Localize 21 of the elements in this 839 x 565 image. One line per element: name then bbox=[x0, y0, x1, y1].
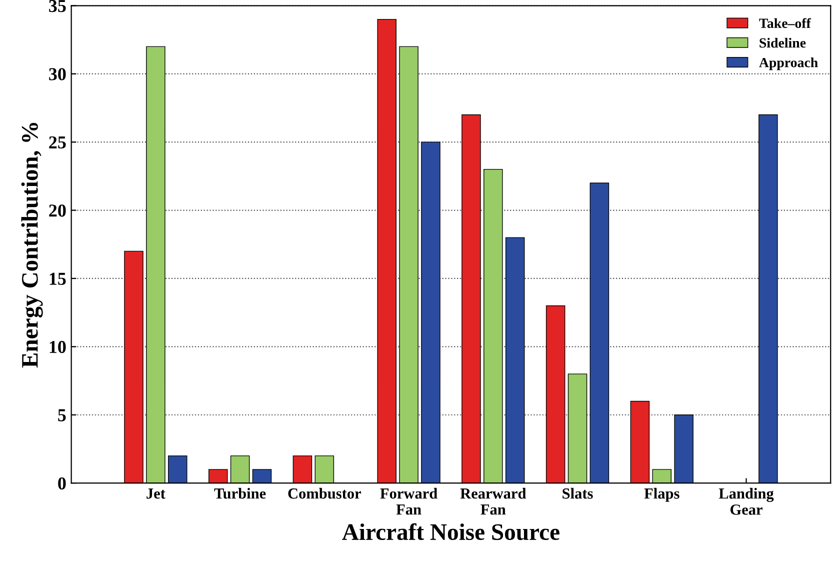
y-tick-label: 0 bbox=[58, 477, 66, 490]
y-tick-label: 35 bbox=[49, 0, 66, 12]
x-axis-title: Aircraft Noise Source bbox=[342, 523, 560, 540]
legend-label: Sideline bbox=[760, 38, 806, 48]
y-tick-label: 30 bbox=[49, 68, 66, 80]
y-axis-title: Energy Contribution, % bbox=[21, 122, 43, 368]
x-tick-label: Jet bbox=[146, 488, 166, 499]
x-tick-label: Turbine bbox=[214, 488, 266, 499]
y-tick-label: 5 bbox=[58, 409, 66, 422]
y-tick-label: 15 bbox=[50, 272, 66, 285]
y-tick-label: 25 bbox=[49, 136, 66, 148]
y-tick-label: 20 bbox=[49, 204, 66, 217]
x-tick-label: Slats bbox=[562, 488, 593, 499]
x-tick-label: Forward Fan bbox=[380, 488, 438, 515]
x-tick-label: Rearward Fan bbox=[460, 488, 526, 515]
legend-label: Approach bbox=[759, 57, 818, 70]
x-tick-label: Flaps bbox=[644, 488, 680, 502]
legend-label: Take–off bbox=[759, 18, 812, 28]
y-tick-label: 10 bbox=[50, 340, 66, 354]
x-tick-label: Combustor bbox=[288, 488, 362, 499]
x-tick-label: Landing Gear bbox=[718, 488, 774, 515]
